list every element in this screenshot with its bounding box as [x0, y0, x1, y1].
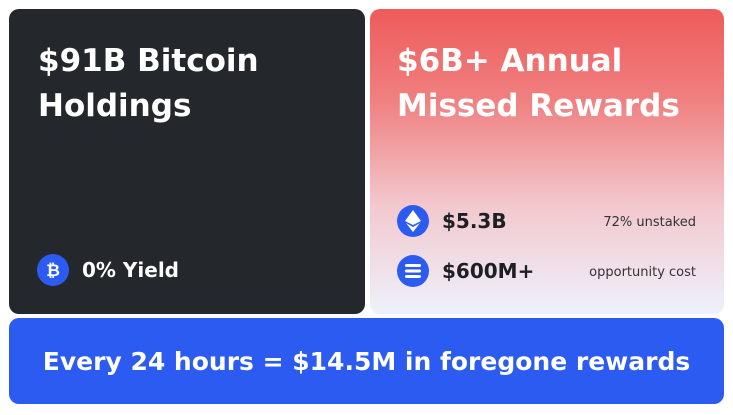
yield-stat: 0% Yield	[82, 258, 179, 282]
title-line: Missed Rewards	[397, 88, 680, 124]
eth-row: $5.3B	[397, 205, 507, 237]
row-value: $5.3B	[442, 209, 507, 233]
card-title: $6B+ Annual Missed Rewards	[397, 39, 680, 129]
yield-row: ₿ 0% Yield	[37, 254, 179, 286]
row-note: opportunity cost	[589, 265, 696, 280]
solana-icon	[397, 255, 429, 287]
row-note: 72% unstaked	[603, 215, 696, 230]
card-title: $91B Bitcoin Holdings	[38, 39, 259, 129]
bitcoin-card: $91B Bitcoin Holdings ₿ 0% Yield	[9, 9, 365, 314]
title-line: $6B+ Annual	[397, 43, 623, 79]
banner-text: Every 24 hours = $14.5M in foregone rewa…	[42, 346, 691, 376]
ethereum-glyph	[405, 210, 421, 232]
bitcoin-icon: ₿	[37, 254, 69, 286]
svg-text:₿: ₿	[46, 261, 60, 280]
sol-row: $600M+	[397, 255, 534, 287]
title-line: Holdings	[38, 88, 192, 124]
title-line: $91B Bitcoin	[38, 43, 259, 79]
row-value: $600M+	[442, 259, 535, 283]
bitcoin-glyph: ₿	[46, 261, 60, 280]
rewards-card: $6B+ Annual Missed Rewards $5.3B 72% unst…	[370, 9, 724, 314]
banner: Every 24 hours = $14.5M in foregone rewa…	[9, 318, 724, 404]
solana-glyph	[405, 264, 421, 278]
ethereum-icon	[397, 205, 429, 237]
